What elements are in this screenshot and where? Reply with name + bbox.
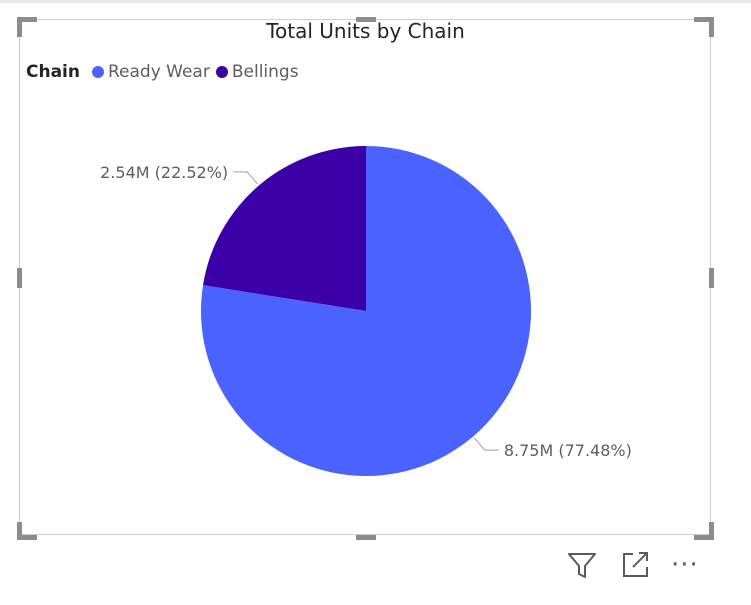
resize-handle-right[interactable]: [709, 268, 714, 288]
chart-title: Total Units by Chain: [266, 19, 465, 43]
resize-handle-bottom-right[interactable]: [709, 522, 714, 540]
resize-handle-top-right[interactable]: [694, 17, 714, 22]
data-label: 2.54M (22.52%): [100, 163, 228, 182]
resize-handle-top-right[interactable]: [709, 17, 714, 37]
focus-mode-icon[interactable]: [619, 548, 653, 582]
legend-label-ready-wear: Ready Wear: [107, 62, 210, 82]
leader-line: [474, 437, 499, 451]
visual-toolbar: ···: [565, 548, 699, 582]
resize-handle-top-left[interactable]: [17, 17, 37, 22]
legend: Chain Ready Wear Bellings: [26, 62, 305, 82]
data-label: 8.75M (77.48%): [504, 441, 632, 460]
pie-slice-bellings[interactable]: [203, 146, 366, 311]
legend-item-bellings[interactable]: Bellings: [215, 62, 299, 82]
legend-marker-ready-wear: [91, 66, 104, 78]
resize-handle-bottom[interactable]: [356, 535, 376, 540]
resize-handle-left[interactable]: [17, 268, 22, 288]
resize-handle-top-left[interactable]: [17, 17, 22, 37]
resize-handle-bottom-left[interactable]: [17, 522, 22, 540]
top-divider: [0, 0, 751, 3]
more-options-icon[interactable]: ···: [671, 550, 699, 580]
resize-handle-bottom-right[interactable]: [694, 535, 714, 540]
legend-title: Chain: [26, 62, 80, 82]
legend-item-ready-wear[interactable]: Ready Wear: [91, 62, 210, 82]
leader-line: [233, 171, 258, 185]
resize-handle-bottom-left[interactable]: [17, 535, 37, 540]
legend-label-bellings: Bellings: [231, 62, 299, 82]
legend-marker-bellings: [215, 66, 228, 78]
filter-icon[interactable]: [565, 548, 599, 582]
resize-handle-top[interactable]: [356, 17, 376, 22]
